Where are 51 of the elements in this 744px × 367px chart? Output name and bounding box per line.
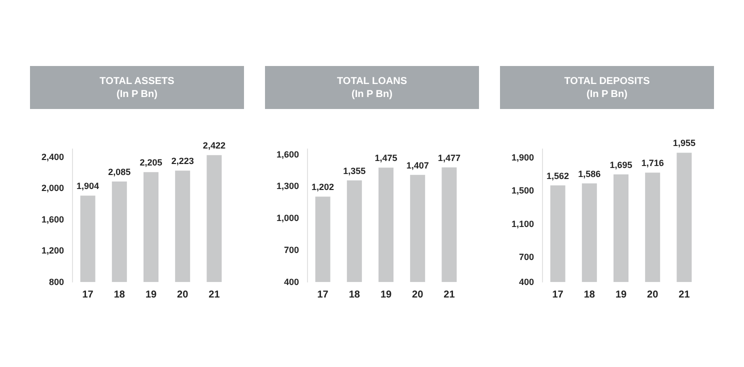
data-label: 1,562 [546,170,570,181]
data-label: 1,695 [610,160,632,170]
y-tick-label: 1,300 [276,181,299,192]
data-label: 1,716 [641,158,664,168]
data-label: 1,475 [374,153,398,164]
x-tick-label: 19 [615,290,627,300]
y-tick-label: 700 [518,252,534,262]
y-tick-label: 400 [284,277,299,287]
y-tick-label: 800 [48,277,64,287]
chart-subtitle: (In P Bn) [586,88,628,100]
x-tick-label: 18 [584,290,596,300]
y-tick-label: 400 [518,277,534,287]
x-tick-label: 19 [145,290,157,300]
chart-title: TOTAL DEPOSITS [564,74,650,88]
x-tick-label: 17 [82,290,94,300]
y-tick-label: 2,000 [41,183,64,194]
chart-title: TOTAL ASSETS [100,74,174,88]
x-tick-label: 19 [380,290,392,300]
data-label: 2,085 [108,166,131,177]
y-tick-label: 700 [284,245,299,256]
chart-subtitle: (In P Bn) [116,88,158,100]
x-tick-label: 20 [412,290,424,300]
x-tick-label: 17 [317,290,329,300]
data-label: 1,477 [438,152,460,163]
x-tick-label: 20 [647,290,659,300]
x-tick-label: 18 [114,290,126,300]
y-tick-label: 1,200 [41,246,64,256]
data-label: 1,202 [312,182,334,192]
x-tick-label: 21 [208,290,220,300]
y-tick-label: 1,900 [511,152,534,162]
data-label: 1,586 [578,168,601,179]
data-label: 2,422 [202,140,226,151]
data-label: 1,355 [343,166,366,176]
y-tick-label: 1,000 [276,213,299,224]
x-tick-label: 20 [177,290,189,300]
y-tick-label: 1,100 [511,218,534,229]
data-label: 1,407 [406,160,429,170]
x-tick-label: 21 [678,290,690,300]
data-label: 2,223 [171,156,194,166]
y-tick-label: 1,600 [276,149,299,160]
x-tick-label: 18 [348,290,360,300]
chart-title: TOTAL LOANS [337,74,407,88]
y-tick-label: 2,400 [41,152,64,162]
data-label: 1,904 [76,181,100,192]
y-tick-label: 1,500 [511,186,534,196]
y-tick-label: 1,600 [41,214,64,224]
data-label: 1,955 [672,138,696,148]
x-tick-label: 21 [444,290,456,300]
chart-subtitle: (In P Bn) [352,88,392,100]
data-label: 2,205 [140,158,162,168]
x-tick-label: 17 [552,290,564,300]
